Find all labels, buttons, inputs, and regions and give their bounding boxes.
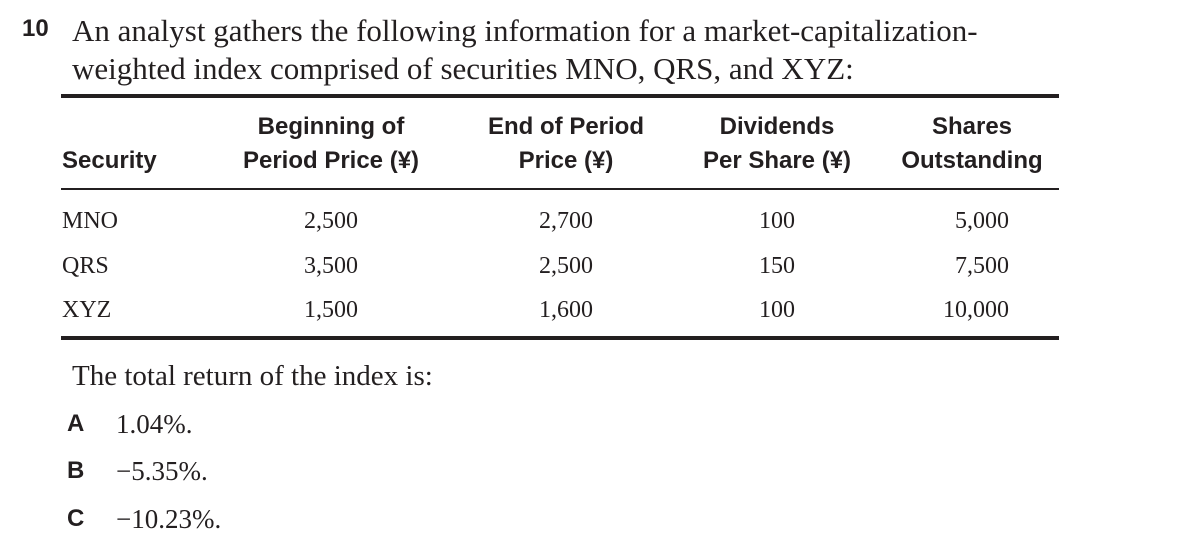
- cell-security: QRS: [62, 253, 109, 279]
- question-stem-line-2: weighted index comprised of securities M…: [72, 51, 854, 86]
- cell-shares: 7,500: [955, 253, 1009, 279]
- header-beginning-price: Beginning of Period Price (¥): [243, 110, 419, 178]
- header-shares-line-1: Shares: [931, 113, 1013, 140]
- table-row: XYZ 1,500 1,600 100 10,000: [0, 290, 1177, 330]
- cell-dividends: 100: [759, 208, 795, 234]
- header-end-price: End of Period Price (¥): [488, 110, 644, 178]
- question-stem-line-1: An analyst gathers the following informa…: [72, 13, 978, 48]
- header-end-price-line-2: Price (¥): [518, 147, 614, 174]
- header-dividends-line-2: Per Share (¥): [702, 147, 852, 174]
- question-prompt: The total return of the index is:: [72, 360, 433, 392]
- table-bottom-rule: [61, 336, 1059, 340]
- cell-shares: 5,000: [955, 208, 1009, 234]
- header-security: Security: [62, 144, 157, 178]
- question-number: 10: [22, 15, 49, 42]
- choice-text: −5.35%.: [116, 456, 208, 486]
- cell-beginning-price: 3,500: [304, 253, 358, 279]
- cell-end-price: 2,700: [539, 208, 593, 234]
- choice-letter: C: [67, 505, 85, 532]
- cell-end-price: 1,600: [539, 297, 593, 323]
- table-row: QRS 3,500 2,500 150 7,500: [0, 246, 1177, 286]
- choice-letter: A: [67, 410, 85, 437]
- header-shares-line-2: Outstanding: [901, 147, 1043, 174]
- cell-end-price: 2,500: [539, 253, 593, 279]
- choice-text: −10.23%.: [116, 504, 222, 534]
- cell-beginning-price: 1,500: [304, 297, 358, 323]
- table-top-rule: [61, 94, 1059, 98]
- header-dividends-line-1: Dividends: [719, 113, 835, 140]
- header-beginning-price-line-2: Period Price (¥): [242, 147, 420, 174]
- header-dividends: Dividends Per Share (¥): [703, 110, 851, 178]
- header-shares-outstanding: Shares Outstanding: [901, 110, 1042, 178]
- cell-security: MNO: [62, 208, 119, 234]
- table-row: MNO 2,500 2,700 100 5,000: [0, 201, 1177, 241]
- header-end-price-line-1: End of Period: [488, 113, 644, 140]
- table-header-rule: [61, 188, 1059, 190]
- cell-shares: 10,000: [943, 297, 1009, 323]
- cell-dividends: 100: [759, 297, 795, 323]
- choice-letter: B: [67, 457, 85, 484]
- cell-beginning-price: 2,500: [304, 208, 358, 234]
- choice-text: 1.04%.: [116, 409, 193, 439]
- header-beginning-price-line-1: Beginning of: [257, 113, 405, 140]
- cell-dividends: 150: [759, 253, 795, 279]
- cell-security: XYZ: [62, 297, 112, 323]
- question-stem: An analyst gathers the following informa…: [72, 12, 1072, 88]
- header-security-label: Security: [62, 147, 157, 174]
